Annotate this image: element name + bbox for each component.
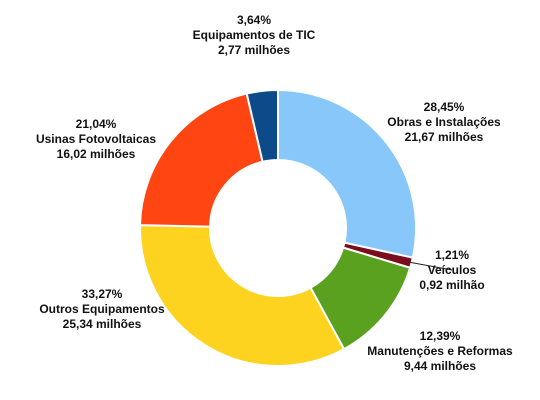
label-value-obras-e-instalacoes: 21,67 milhões [405, 130, 484, 144]
slice-usinas-fotovoltaicas [139, 92, 264, 228]
label-percent-obras-e-instalacoes: 28,45% [424, 100, 465, 114]
leader-line-veiculos [409, 261, 453, 271]
label-name-obras-e-instalacoes: Obras e Instalações [387, 115, 501, 129]
label-value-veiculos: 0,92 milhão [419, 278, 484, 292]
label-value-manutencoes-e-reformas: 9,44 milhões [404, 359, 476, 373]
leader-lines [409, 261, 453, 271]
label-value-equipamentos-de-tic: 2,77 milhões [218, 43, 290, 57]
label-name-equipamentos-de-tic: Equipamentos de TIC [193, 28, 316, 42]
label-value-usinas-fotovoltaicas: 16,02 milhões [57, 147, 136, 161]
label-percent-usinas-fotovoltaicas: 21,04% [76, 117, 117, 131]
slice-equipamentos-de-tic [245, 88, 279, 163]
label-name-veiculos: Veículos [428, 263, 477, 277]
label-percent-manutencoes-e-reformas: 12,39% [420, 329, 461, 343]
slice-obras-e-instalacoes [277, 88, 417, 259]
label-value-outros-equipamentos: 25,34 milhões [63, 317, 142, 331]
label-name-manutencoes-e-reformas: Manutenções e Reformas [367, 344, 513, 358]
label-percent-equipamentos-de-tic: 3,64% [237, 13, 271, 27]
slice-outros-equipamentos [139, 224, 346, 367]
label-name-outros-equipamentos: Outros Equipamentos [39, 302, 165, 316]
slices-group [139, 88, 417, 367]
label-percent-outros-equipamentos: 33,27% [82, 287, 123, 301]
label-name-usinas-fotovoltaicas: Usinas Fotovoltaicas [36, 132, 156, 146]
label-percent-veiculos: 1,21% [435, 248, 469, 262]
